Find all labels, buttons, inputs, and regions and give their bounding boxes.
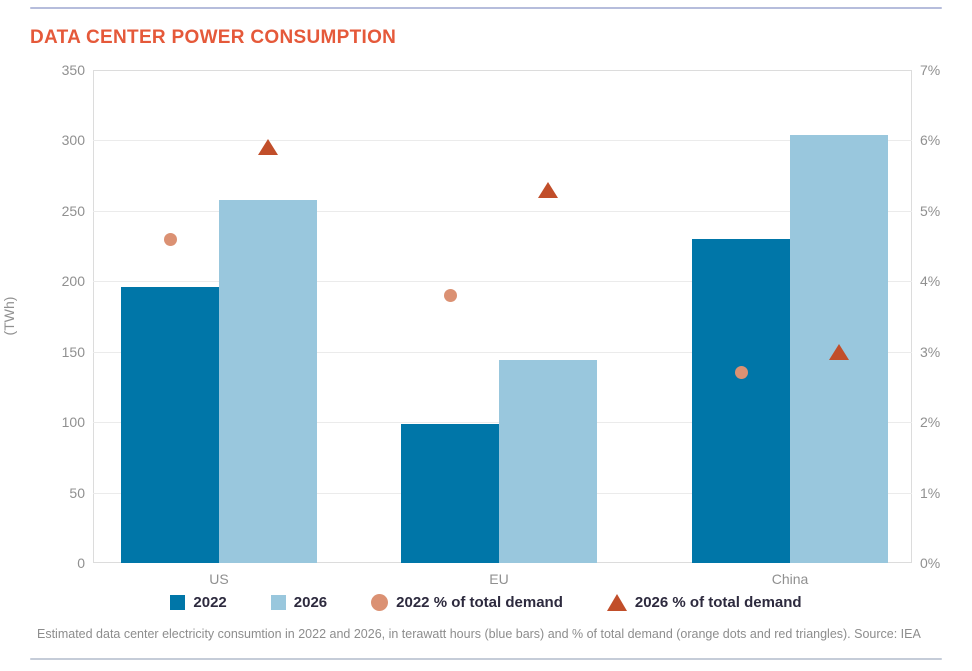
bar-2026-US — [219, 199, 317, 563]
bottom-divider — [30, 658, 942, 660]
legend-item-2: 2022 % of total demand — [371, 593, 563, 611]
top-divider — [30, 7, 942, 9]
y-axis-tick-left: 250 — [61, 202, 85, 219]
gridline — [93, 140, 912, 142]
legend-circle-icon — [371, 593, 389, 611]
gridline — [93, 281, 912, 283]
x-axis-label-EU: EU — [489, 571, 509, 587]
y-axis-tick-right: 7% — [920, 62, 941, 78]
bar-2026-EU — [499, 360, 597, 563]
y-axis-tick-left: 150 — [61, 343, 85, 360]
y-axis-tick-right: 5% — [920, 202, 941, 219]
marker-dot-US — [163, 232, 177, 246]
y-axis-tick-left: 0 — [77, 555, 85, 571]
y-axis-tick-right: 3% — [920, 343, 941, 360]
bar-2022-China — [692, 239, 790, 563]
x-axis-label-China: China — [771, 571, 809, 587]
legend-label: 2022 — [193, 593, 227, 611]
gridline — [93, 210, 912, 212]
y-axis-tick-left: 100 — [61, 414, 85, 431]
marker-triangle-EU — [538, 181, 558, 198]
legend-item-1: 2026 — [270, 593, 328, 611]
legend-label: 2026 — [293, 593, 328, 611]
y-axis-tick-right: 6% — [920, 132, 941, 149]
y-axis-tick-right: 0% — [920, 555, 941, 571]
legend-item-3: 2026 % of total demand — [606, 593, 802, 611]
bar-2022-US — [121, 286, 219, 563]
y-axis-tick-right: 4% — [920, 273, 941, 290]
y-axis-tick-right: 2% — [920, 414, 941, 431]
x-axis-label-US: US — [209, 571, 229, 587]
marker-triangle-US — [258, 139, 278, 156]
legend-label: 2022 % of total demand — [396, 593, 563, 611]
legend-square-icon — [270, 594, 286, 610]
y-axis-tick-left: 300 — [61, 132, 85, 149]
y-axis-tick-left: 200 — [61, 273, 85, 290]
legend-label: 2026 % of total demand — [634, 593, 802, 611]
bar-2022-EU — [401, 423, 499, 563]
gridline — [93, 351, 912, 353]
marker-dot-China — [734, 366, 748, 380]
y-axis-tick-left: 50 — [69, 484, 85, 501]
y-axis-tick-left: 350 — [61, 62, 85, 78]
marker-triangle-China — [829, 343, 849, 360]
chart-legend: 2022 2026 2022 % of total demand 2026 % of … — [0, 589, 972, 615]
legend-square-icon — [170, 594, 186, 610]
chart-caption: Estimated data center electricity consum… — [37, 627, 921, 641]
y-axis-tick-right: 1% — [920, 484, 941, 501]
marker-dot-EU — [443, 288, 457, 302]
legend-item-0: 2022 — [170, 593, 227, 611]
legend-triangle-icon — [606, 593, 627, 611]
page-title: DATA CENTER POWER CONSUMPTION — [30, 27, 397, 48]
